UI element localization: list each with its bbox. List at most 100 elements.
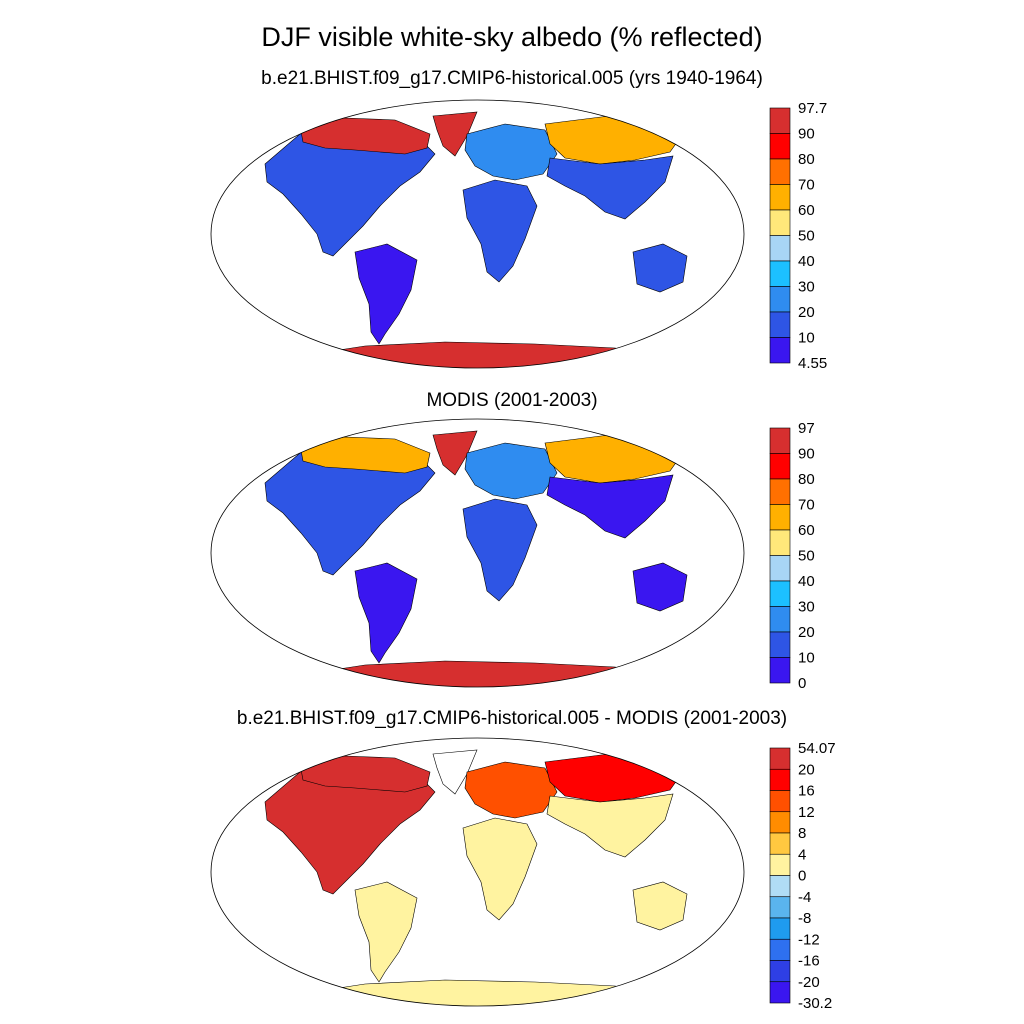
colorbar-swatch	[769, 790, 791, 813]
map-land-group	[264, 749, 688, 1006]
colorbar-tick-label: 4.55	[798, 355, 827, 372]
colorbar-tick-label: 20	[798, 624, 815, 641]
colorbar-tick-label: 90	[798, 446, 815, 463]
colorbar-swatch	[769, 107, 791, 134]
region-arctic-canada	[299, 755, 431, 793]
colorbar-swatch	[769, 832, 791, 855]
colorbar-tick-label: 0	[798, 868, 806, 885]
region-antarctica	[299, 979, 656, 1006]
colorbar-swatch	[769, 209, 791, 236]
region-south-america	[354, 562, 418, 664]
panel-3-colorbar: 54.07 20 16 12 8 4 0 -4 -8 -12 -16 -20 -30.2	[769, 740, 836, 1012]
colorbar-tick-label: 40	[798, 573, 815, 590]
colorbar-swatch	[769, 917, 791, 940]
colorbar-swatch	[769, 768, 791, 791]
region-australia	[632, 881, 688, 931]
region-south-america	[354, 243, 418, 345]
region-greenland	[432, 111, 478, 157]
colorbar-swatch	[769, 260, 791, 287]
colorbar-tick-label: 97	[798, 420, 815, 437]
colorbar-tick-label: 97.7	[798, 100, 827, 117]
region-greenland	[432, 749, 478, 795]
colorbar-tick-label: 10	[798, 650, 815, 667]
colorbar-swatch	[769, 606, 791, 633]
colorbar-swatch	[769, 811, 791, 834]
colorbar-swatch	[769, 938, 791, 961]
colorbar-tick-label: -20	[798, 974, 820, 991]
colorbar-tick-label: 90	[798, 126, 815, 143]
colorbar-tick-label: -30.2	[798, 995, 832, 1012]
region-siberia	[544, 751, 681, 803]
region-asia	[546, 155, 674, 220]
region-antarctica	[299, 341, 656, 368]
colorbar-swatch	[769, 657, 791, 684]
map-projection-border	[210, 99, 745, 369]
colorbar-swatch	[769, 555, 791, 582]
colorbar-swatch	[769, 580, 791, 607]
colorbar-swatch	[769, 235, 791, 262]
colorbar-swatch	[769, 504, 791, 531]
colorbar-tick-label: 20	[798, 304, 815, 321]
figure-title: DJF visible white-sky albedo (% reflecte…	[261, 22, 763, 52]
colorbar-tick-label: 30	[798, 599, 815, 616]
map-land-group	[264, 111, 688, 368]
region-europe	[464, 442, 558, 500]
colorbar-tick-label: 4	[798, 846, 806, 863]
colorbar-swatch	[769, 875, 791, 898]
colorbar-tick-label: 54.07	[798, 740, 836, 757]
colorbar-tick-label: 30	[798, 279, 815, 296]
region-europe	[464, 761, 558, 819]
map-land-group	[264, 430, 688, 687]
region-siberia	[544, 432, 681, 484]
panel-2-colorbar: 97 90 80 70 60 50 40 30 20 10 0	[769, 420, 815, 692]
panel-1-subtitle: b.e21.BHIST.f09_g17.CMIP6-historical.005…	[261, 68, 763, 89]
region-siberia	[544, 113, 681, 165]
colorbar-tick-label: 0	[798, 675, 806, 692]
colorbar-swatch	[769, 478, 791, 505]
colorbar-swatch	[769, 981, 791, 1004]
panel-3-map	[210, 737, 745, 1007]
panel-2-subtitle: MODIS (2001-2003)	[426, 390, 598, 411]
panel-1-colorbar: 97.7 90 80 70 60 50 40 30 20 10 4.55	[769, 100, 827, 372]
colorbar-swatch	[769, 311, 791, 338]
region-arctic-canada	[299, 436, 431, 474]
colorbar-tick-label: 8	[798, 825, 806, 842]
region-asia	[546, 793, 674, 858]
colorbar-tick-label: -8	[798, 910, 811, 927]
colorbar-tick-label: 40	[798, 253, 815, 270]
colorbar-tick-label: 70	[798, 177, 815, 194]
colorbar-tick-label: 80	[798, 471, 815, 488]
panel-2-map	[210, 418, 745, 688]
map-projection-border	[210, 737, 745, 1007]
colorbar-tick-label: 50	[798, 548, 815, 565]
colorbar-tick-label: 60	[798, 202, 815, 219]
colorbar-tick-label: -12	[798, 931, 820, 948]
colorbar-swatch	[769, 337, 791, 364]
colorbar-swatch	[769, 960, 791, 983]
colorbar-swatch	[769, 896, 791, 919]
region-asia	[546, 474, 674, 539]
region-australia	[632, 562, 688, 612]
colorbar-swatch	[769, 631, 791, 658]
region-greenland	[432, 430, 478, 476]
region-arctic-canada	[299, 117, 431, 155]
map-projection-border	[210, 418, 745, 688]
colorbar-swatch	[769, 529, 791, 556]
colorbar-swatch	[769, 453, 791, 480]
region-europe	[464, 123, 558, 181]
colorbar-tick-label: 50	[798, 228, 815, 245]
colorbar-swatch	[769, 184, 791, 211]
region-africa	[462, 179, 538, 283]
colorbar-swatch	[769, 747, 791, 770]
colorbar-tick-label: 60	[798, 522, 815, 539]
panel-3-subtitle: b.e21.BHIST.f09_g17.CMIP6-historical.005…	[236, 708, 788, 729]
panel-1-map	[210, 99, 745, 369]
colorbar-swatch	[769, 853, 791, 876]
region-antarctica	[299, 660, 656, 687]
colorbar-tick-label: 80	[798, 151, 815, 168]
colorbar-swatch	[769, 133, 791, 160]
colorbar-tick-label: 20	[798, 761, 815, 778]
colorbar-tick-label: 10	[798, 330, 815, 347]
region-africa	[462, 498, 538, 602]
colorbar-swatch	[769, 158, 791, 185]
